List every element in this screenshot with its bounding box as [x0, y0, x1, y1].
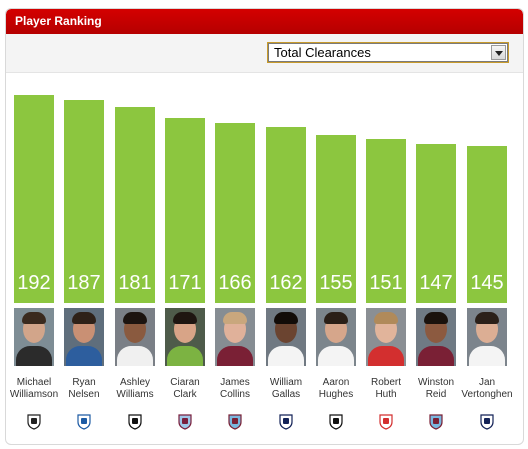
- player-name[interactable]: Robert Huth: [356, 377, 416, 401]
- player-shirt: [217, 346, 253, 366]
- player-photo[interactable]: [165, 308, 205, 366]
- player-last-name: Williamson: [9, 389, 59, 400]
- player-first-name: Winston: [417, 377, 455, 388]
- bar-9[interactable]: 147: [416, 144, 456, 303]
- chevron-down-icon[interactable]: [491, 45, 506, 60]
- bar-value-label: 145: [470, 272, 504, 294]
- player-hair: [123, 312, 147, 324]
- newcastle-crest-icon[interactable]: [27, 414, 41, 430]
- bar-3[interactable]: 181: [115, 107, 155, 303]
- player-first-name: Jan: [478, 377, 496, 388]
- player-first-name: Ashley: [119, 377, 150, 388]
- player-shirt: [16, 346, 52, 366]
- fulham-crest-icon[interactable]: [329, 414, 343, 430]
- player-last-name: Vertonghen: [461, 389, 513, 400]
- bar-value-label: 162: [269, 272, 303, 294]
- player-name[interactable]: Michael Williamson: [6, 377, 64, 401]
- player-hair: [173, 312, 197, 324]
- player-last-name: Gallas: [271, 389, 301, 400]
- bar-5[interactable]: 166: [215, 123, 255, 303]
- player-ranking-widget: Player Ranking Total Clearances 192 Micha…: [5, 8, 524, 445]
- bar-2[interactable]: 187: [64, 100, 104, 303]
- player-hair: [424, 312, 448, 324]
- bar-value-label: 187: [67, 272, 101, 294]
- bar-value-label: 192: [17, 272, 51, 294]
- player-hair: [274, 312, 298, 324]
- player-shirt: [268, 346, 304, 366]
- player-shirt: [66, 346, 102, 366]
- player-name[interactable]: Ciaran Clark: [155, 377, 215, 401]
- widget-header: Player Ranking: [6, 9, 523, 34]
- player-first-name: William: [269, 377, 303, 388]
- player-photo[interactable]: [64, 308, 104, 366]
- player-name[interactable]: Ashley Williams: [105, 377, 165, 401]
- player-name[interactable]: Winston Reid: [406, 377, 466, 401]
- west-ham-crest-icon[interactable]: [228, 414, 242, 430]
- bar-7[interactable]: 155: [316, 135, 356, 303]
- player-photo[interactable]: [266, 308, 306, 366]
- bar-value-label: 155: [319, 272, 353, 294]
- player-name[interactable]: James Collins: [205, 377, 265, 401]
- west-ham-crest-icon[interactable]: [429, 414, 443, 430]
- player-first-name: Michael: [16, 377, 52, 388]
- tottenham-crest-icon[interactable]: [480, 414, 494, 430]
- player-name[interactable]: Ryan Nelsen: [54, 377, 114, 401]
- tottenham-crest-icon[interactable]: [279, 414, 293, 430]
- player-photo[interactable]: [215, 308, 255, 366]
- player-hair: [22, 312, 46, 324]
- player-first-name: Ciaran: [170, 377, 200, 388]
- player-last-name: Collins: [219, 389, 250, 400]
- swansea-crest-icon[interactable]: [128, 414, 142, 430]
- aston-villa-crest-icon[interactable]: [178, 414, 192, 430]
- player-shirt: [469, 346, 505, 366]
- stoke-crest-icon[interactable]: [379, 414, 393, 430]
- player-hair: [72, 312, 96, 324]
- player-name[interactable]: Aaron Hughes: [306, 377, 366, 401]
- ranking-chart: 192 Michael Williamson 187 Ryan Nelsen 181 Ashl…: [6, 73, 523, 444]
- player-first-name: James: [220, 377, 250, 388]
- bar-value-label: 151: [369, 272, 403, 294]
- player-last-name: Huth: [375, 389, 397, 400]
- player-hair: [223, 312, 247, 324]
- player-last-name: Reid: [425, 389, 447, 400]
- player-last-name: Hughes: [318, 389, 354, 400]
- player-photo[interactable]: [366, 308, 406, 366]
- bar-value-label: 181: [118, 272, 152, 294]
- bar-value-label: 147: [419, 272, 453, 294]
- metric-select-value: Total Clearances: [274, 45, 371, 60]
- bar-value-label: 171: [168, 272, 202, 294]
- qpr-crest-icon[interactable]: [77, 414, 91, 430]
- player-hair: [374, 312, 398, 324]
- player-hair: [475, 312, 499, 324]
- player-shirt: [318, 346, 354, 366]
- metric-select[interactable]: Total Clearances: [267, 42, 509, 63]
- player-name[interactable]: William Gallas: [256, 377, 316, 401]
- player-photo[interactable]: [467, 308, 507, 366]
- bar-1[interactable]: 192: [14, 95, 54, 303]
- player-first-name: Ryan: [72, 377, 96, 388]
- metric-toolbar: Total Clearances: [6, 34, 523, 73]
- player-photo[interactable]: [416, 308, 456, 366]
- bar-10[interactable]: 145: [467, 146, 507, 303]
- player-first-name: Robert: [370, 377, 401, 388]
- player-hair: [324, 312, 348, 324]
- player-shirt: [418, 346, 454, 366]
- player-name[interactable]: Jan Vertonghen: [457, 377, 517, 401]
- bar-8[interactable]: 151: [366, 139, 406, 303]
- player-last-name: Williams: [116, 389, 154, 400]
- player-last-name: Nelsen: [68, 389, 100, 400]
- player-last-name: Clark: [173, 389, 197, 400]
- player-shirt: [117, 346, 153, 366]
- bar-6[interactable]: 162: [266, 127, 306, 303]
- player-shirt: [167, 346, 203, 366]
- player-first-name: Aaron: [322, 377, 350, 388]
- bar-4[interactable]: 171: [165, 118, 205, 303]
- widget-title: Player Ranking: [15, 14, 102, 28]
- player-photo[interactable]: [316, 308, 356, 366]
- bar-value-label: 166: [218, 272, 252, 294]
- player-photo[interactable]: [115, 308, 155, 366]
- player-shirt: [368, 346, 404, 366]
- player-photo[interactable]: [14, 308, 54, 366]
